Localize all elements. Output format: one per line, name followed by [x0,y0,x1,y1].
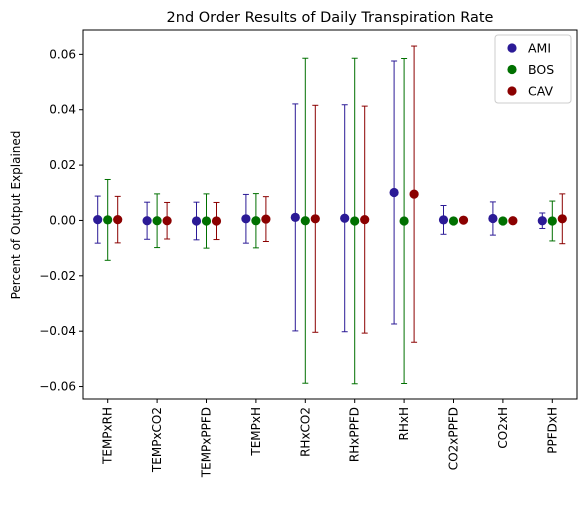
plot-area: −0.06 −0.04 −0.02 0.00 0.02 0.04 0.06 TEMPxRH TE… [39,29,578,478]
data-point [300,216,310,226]
data-point [350,216,360,226]
data-point [310,214,320,224]
data-point [261,214,271,224]
data-point [438,215,449,225]
data-point [152,216,162,226]
data-point [488,213,498,224]
y-axis-label: Percent of Output Explained [9,131,23,300]
legend-marker [507,64,517,75]
data-point [409,189,419,199]
x-tick-label: CO2xPPFD [447,407,461,470]
legend-label: AMI [528,41,551,56]
x-tick-label: PPFDxH [545,407,559,454]
data-point [448,216,459,226]
data-point [142,216,152,226]
x-tick-label: RHxPPFD [348,407,362,462]
data-point [162,216,172,226]
data-point [113,215,123,225]
y-tick-label: 0.06 [49,47,76,61]
legend-label: CAV [528,84,553,99]
data-point [290,212,300,223]
data-point [201,216,212,226]
x-tick-label: TEMPxH [249,407,263,457]
x-tick-label: RHxH [397,407,411,441]
data-point [93,215,103,225]
data-point [251,216,261,226]
chart-title: 2nd Order Results of Daily Transpiration… [167,10,494,26]
y-tick-label: −0.04 [39,324,76,338]
x-tick-label: TEMPxRH [101,407,115,465]
data-point [360,215,370,225]
data-point [399,216,409,226]
x-tick-label: RHxCO2 [298,407,312,457]
legend-label: BOS [528,62,554,77]
data-point [547,216,557,226]
y-tick-label: 0.02 [49,158,76,172]
legend-marker [507,86,517,96]
data-point [498,216,508,226]
y-tick-label: 0.00 [49,213,76,227]
data-point [211,216,222,226]
data-point [103,215,113,225]
x-tick-label: TEMPxCO2 [150,407,164,473]
y-tick-label: −0.02 [39,269,76,283]
data-point [191,216,202,226]
data-point [389,187,399,198]
legend: AMI BOS CAV [494,34,572,104]
data-point [537,216,547,226]
data-point [557,214,567,224]
data-point [241,214,251,224]
x-tick-label: CO2xH [496,407,510,449]
legend-marker [507,43,517,53]
plot-frame [82,29,578,400]
data-point [458,215,469,225]
data-point [508,216,518,226]
data-point [340,213,350,223]
y-tick-label: −0.06 [39,380,76,394]
x-tick-label: TEMPxPPFD [200,407,214,478]
y-tick-label: 0.04 [49,103,76,117]
